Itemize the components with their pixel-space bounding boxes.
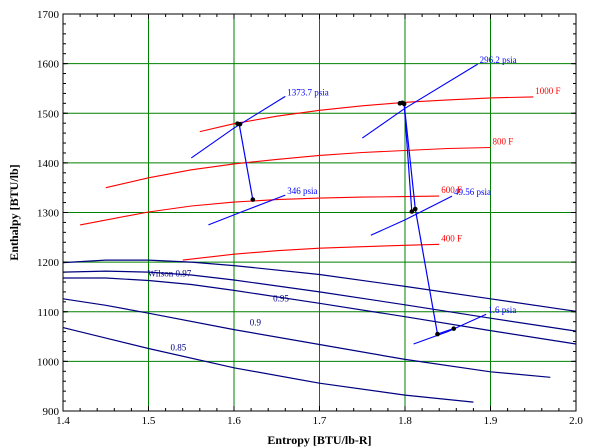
moisture-label: 0.9: [250, 318, 262, 328]
x-tick-label: 1.7: [313, 415, 327, 427]
y-tick-label: 1300: [37, 208, 60, 220]
moisture-label: 0.85: [171, 342, 187, 352]
isotherm-400-f: [182, 243, 440, 261]
y-tick-label: 1700: [37, 9, 60, 21]
curve-labels: 1000 F 800 F 600 F 400 F Wilson 0.97 0.95 0.9 0…: [148, 55, 561, 352]
saturation-line: [62, 259, 577, 312]
x-tick-label: 1.6: [227, 415, 241, 427]
state-points: [235, 100, 457, 337]
x-axis-title: Entropy [BTU/lb-R]: [267, 433, 371, 447]
cycle-path: [403, 103, 413, 212]
isobar-1-6-psia: [413, 313, 487, 345]
isobar-1373-7-psia: [190, 95, 286, 159]
moisture-label: 0.95: [273, 293, 289, 303]
isotherm-600-f: [79, 195, 440, 226]
isotherm-label: 800 F: [493, 136, 514, 146]
cycle-paths: [238, 102, 454, 335]
isobar-label: 1.6 psia: [488, 305, 516, 315]
y-tick-label: 1600: [37, 59, 60, 71]
y-tick-label: 1500: [37, 108, 60, 120]
moisture-line-0-95: [63, 277, 577, 345]
state-point: [412, 206, 418, 212]
x-tick-label: 1.5: [142, 415, 156, 427]
x-tick-label: 2.0: [569, 415, 583, 427]
state-point: [451, 326, 457, 331]
y-tick-label: 1400: [37, 158, 60, 170]
moisture-line-wilson-0-97: [62, 270, 577, 332]
isotherm-label: 400 F: [441, 233, 462, 243]
x-tick-label: 1.9: [484, 415, 498, 427]
isobar-49-56-psia: [370, 195, 453, 236]
curves: [62, 63, 577, 403]
y-axis-title: Enthalpy [BTU/lb]: [7, 164, 21, 260]
state-point: [250, 197, 256, 202]
x-tick-label: 1.8: [398, 415, 412, 427]
x-tick-label: 1.4: [56, 415, 70, 427]
state-point: [237, 121, 243, 127]
isotherm-label: 600 F: [441, 185, 462, 195]
isotherm-800-f: [105, 146, 491, 189]
cycle-path: [400, 102, 454, 335]
y-tick-label: 900: [43, 406, 60, 418]
grid: [63, 14, 576, 411]
state-point: [409, 209, 415, 214]
state-point: [435, 331, 440, 337]
isotherm-label: 1000 F: [535, 86, 560, 96]
y-tick-label: 1200: [37, 257, 60, 269]
isobar-346-psia: [208, 194, 286, 226]
y-tick-label: 1100: [37, 307, 59, 319]
isobar-label: 296.2 psia: [480, 55, 517, 65]
isobar-label: 346 psia: [287, 186, 317, 196]
isotherm-1000-f: [199, 96, 534, 133]
ticks: 1.4 1.5 1.6 1.7 1.8 1.9 2.0 900 1000 1100 1200 1300…: [37, 9, 583, 427]
y-tick-label: 1000: [37, 356, 60, 368]
moisture-line-0-9: [62, 298, 551, 378]
isobar-label: 1373.7 psia: [287, 87, 329, 97]
isobar-label: 49.56 psia: [454, 187, 491, 197]
moisture-label: Wilson 0.97: [148, 269, 192, 279]
moisture-line-0-85: [62, 327, 474, 403]
state-point: [401, 101, 407, 107]
